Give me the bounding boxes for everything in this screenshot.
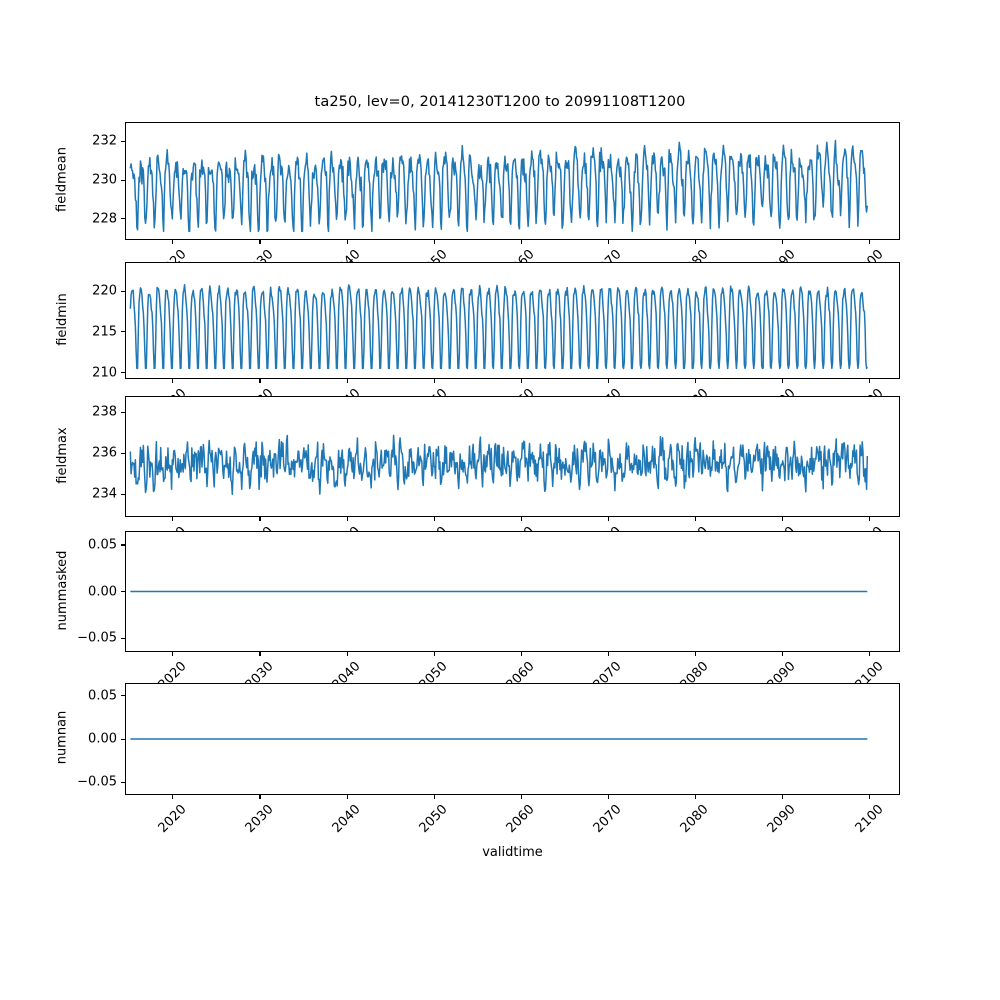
subplot-nummasked [125, 531, 900, 652]
plot-area-fieldmin [126, 263, 899, 378]
y-tick-mark [121, 637, 125, 639]
x-tick-mark [172, 517, 174, 521]
plot-area-numnan [126, 684, 899, 794]
y-tick-label: 0.05 [88, 688, 117, 704]
x-tick-mark [520, 652, 522, 656]
y-tick-label: 236 [92, 445, 117, 461]
x-tick-mark [520, 795, 522, 799]
y-tick-label: 0.00 [88, 584, 117, 599]
data-line-fieldmean [130, 141, 867, 232]
x-tick-mark [346, 517, 348, 521]
x-tick-mark [869, 379, 871, 383]
x-tick-mark [607, 240, 609, 244]
y-tick-mark [121, 544, 125, 546]
y-tick-mark [121, 372, 125, 374]
x-tick-mark [346, 652, 348, 656]
subplot-fieldmax [125, 396, 900, 517]
x-tick-mark [433, 240, 435, 244]
y-tick-label: 230 [92, 172, 117, 188]
x-tick-mark [781, 517, 783, 521]
x-tick-mark [869, 795, 871, 799]
x-tick-mark [259, 795, 261, 799]
x-tick-mark [433, 795, 435, 799]
y-tick-label: 238 [92, 404, 117, 420]
x-tick-mark [172, 652, 174, 656]
x-tick-mark [259, 652, 261, 656]
y-tick-label: 228 [92, 211, 117, 227]
y-tick-label: 234 [92, 486, 117, 502]
y-tick-mark [121, 781, 125, 783]
y-tick-mark [121, 218, 125, 220]
x-tick-mark [433, 517, 435, 521]
x-tick-mark [433, 652, 435, 656]
x-tick-mark [433, 379, 435, 383]
y-tick-mark [121, 290, 125, 292]
x-tick-mark [346, 379, 348, 383]
subplot-fieldmin [125, 262, 900, 379]
x-tick-mark [259, 517, 261, 521]
x-tick-mark [346, 240, 348, 244]
y-tick-mark [121, 411, 125, 413]
x-tick-mark [520, 517, 522, 521]
y-tick-mark [121, 695, 125, 697]
y-tick-mark [121, 493, 125, 495]
subplot-numnan [125, 683, 900, 795]
x-tick-mark [259, 240, 261, 244]
figure-title: ta250, lev=0, 20141230T1200 to 20991108T… [314, 94, 686, 110]
x-tick-mark [607, 795, 609, 799]
y-tick-label: 215 [92, 324, 117, 340]
x-tick-mark [694, 517, 696, 521]
y-tick-mark [121, 179, 125, 181]
x-tick-mark [607, 379, 609, 383]
data-line-fieldmax [130, 435, 867, 494]
y-tick-label: −0.05 [77, 630, 117, 646]
x-tick-mark [694, 652, 696, 656]
y-tick-label: −0.05 [77, 774, 117, 790]
x-tick-mark [607, 652, 609, 656]
y-tick-label: 220 [92, 283, 117, 299]
x-tick-mark [694, 379, 696, 383]
x-tick-mark [694, 240, 696, 244]
x-tick-mark [172, 379, 174, 383]
x-axis-label: validtime [482, 845, 543, 860]
y-tick-label: 210 [92, 365, 117, 380]
x-tick-mark [520, 240, 522, 244]
y-tick-mark [121, 140, 125, 142]
data-line-fieldmin [130, 285, 867, 369]
plot-area-fieldmax [126, 397, 899, 516]
y-tick-label: 232 [92, 133, 117, 149]
x-tick-mark [869, 652, 871, 656]
x-tick-mark [781, 652, 783, 656]
y-axis-label-numnan: numnan [54, 710, 70, 765]
y-tick-mark [121, 331, 125, 333]
x-tick-mark [346, 795, 348, 799]
x-tick-mark [607, 517, 609, 521]
plot-area-nummasked [126, 532, 899, 651]
x-tick-mark [781, 240, 783, 244]
y-tick-label: 0.00 [88, 731, 117, 747]
y-tick-mark [121, 591, 125, 593]
x-tick-mark [781, 795, 783, 799]
y-tick-mark [121, 452, 125, 454]
x-tick-mark [172, 240, 174, 244]
subplot-fieldmean [125, 122, 900, 240]
x-tick-mark [781, 379, 783, 383]
x-tick-mark [869, 240, 871, 244]
y-tick-mark [121, 738, 125, 740]
x-tick-mark [694, 795, 696, 799]
x-tick-mark [520, 379, 522, 383]
x-tick-mark [869, 517, 871, 521]
x-tick-mark [172, 795, 174, 799]
x-tick-mark [259, 379, 261, 383]
y-tick-label: 0.05 [88, 537, 117, 553]
plot-area-fieldmean [126, 123, 899, 239]
